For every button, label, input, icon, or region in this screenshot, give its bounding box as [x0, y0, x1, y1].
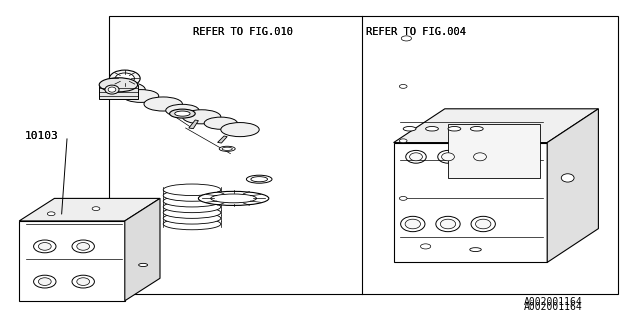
- Ellipse shape: [438, 150, 458, 163]
- Ellipse shape: [163, 196, 221, 207]
- Ellipse shape: [170, 109, 195, 118]
- Polygon shape: [394, 143, 547, 262]
- Ellipse shape: [470, 248, 481, 252]
- Polygon shape: [125, 198, 160, 301]
- Ellipse shape: [442, 153, 454, 161]
- Ellipse shape: [104, 82, 145, 97]
- Ellipse shape: [99, 78, 138, 92]
- Ellipse shape: [471, 216, 495, 232]
- Ellipse shape: [470, 126, 483, 131]
- Circle shape: [420, 244, 431, 249]
- Ellipse shape: [109, 70, 140, 87]
- Polygon shape: [189, 120, 198, 129]
- Ellipse shape: [38, 278, 51, 285]
- Circle shape: [92, 207, 100, 211]
- Polygon shape: [99, 85, 138, 99]
- Polygon shape: [19, 198, 160, 221]
- Circle shape: [399, 196, 407, 200]
- Bar: [109, 16, 618, 294]
- Ellipse shape: [72, 275, 95, 288]
- Text: REFER TO FIG.004: REFER TO FIG.004: [366, 27, 466, 37]
- Ellipse shape: [219, 146, 236, 151]
- Ellipse shape: [222, 147, 232, 150]
- Circle shape: [399, 84, 407, 88]
- Ellipse shape: [476, 219, 491, 229]
- Polygon shape: [448, 124, 540, 178]
- Ellipse shape: [139, 263, 148, 267]
- Ellipse shape: [163, 184, 221, 196]
- Ellipse shape: [175, 111, 190, 116]
- Ellipse shape: [38, 243, 51, 250]
- Text: REFER TO FIG.004: REFER TO FIG.004: [366, 27, 466, 37]
- Ellipse shape: [115, 73, 134, 84]
- Polygon shape: [19, 221, 125, 301]
- Ellipse shape: [72, 240, 95, 253]
- Ellipse shape: [34, 240, 56, 253]
- Polygon shape: [547, 109, 598, 262]
- Text: 10103: 10103: [25, 131, 58, 141]
- Ellipse shape: [405, 219, 420, 229]
- Text: 10103: 10103: [25, 131, 58, 141]
- Ellipse shape: [426, 126, 438, 131]
- Ellipse shape: [410, 153, 422, 161]
- Ellipse shape: [105, 85, 119, 94]
- Text: A002001164: A002001164: [524, 302, 582, 312]
- Ellipse shape: [440, 219, 456, 229]
- Ellipse shape: [163, 190, 221, 201]
- Ellipse shape: [166, 104, 199, 116]
- Ellipse shape: [108, 87, 116, 92]
- Polygon shape: [394, 109, 598, 143]
- Ellipse shape: [221, 123, 259, 137]
- Ellipse shape: [163, 207, 221, 218]
- Ellipse shape: [211, 194, 257, 203]
- Ellipse shape: [474, 153, 486, 161]
- Ellipse shape: [448, 126, 461, 131]
- Ellipse shape: [77, 278, 90, 285]
- Ellipse shape: [406, 150, 426, 163]
- Ellipse shape: [144, 97, 182, 111]
- Ellipse shape: [204, 117, 237, 129]
- Ellipse shape: [246, 175, 272, 183]
- Ellipse shape: [182, 110, 221, 124]
- Circle shape: [399, 139, 407, 143]
- Ellipse shape: [123, 90, 159, 102]
- Ellipse shape: [77, 243, 90, 250]
- Ellipse shape: [163, 212, 221, 224]
- Polygon shape: [218, 136, 227, 143]
- Text: A002001164: A002001164: [524, 297, 582, 307]
- Ellipse shape: [470, 150, 490, 163]
- Ellipse shape: [401, 216, 425, 232]
- Circle shape: [401, 36, 412, 41]
- Text: REFER TO FIG.010: REFER TO FIG.010: [193, 27, 293, 37]
- Text: REFER TO FIG.010: REFER TO FIG.010: [193, 27, 293, 37]
- Ellipse shape: [34, 275, 56, 288]
- Ellipse shape: [561, 174, 574, 182]
- Ellipse shape: [403, 126, 416, 131]
- Ellipse shape: [251, 177, 268, 182]
- Ellipse shape: [163, 201, 221, 213]
- Ellipse shape: [163, 218, 221, 230]
- Circle shape: [47, 212, 55, 216]
- Ellipse shape: [198, 191, 269, 205]
- Ellipse shape: [436, 216, 460, 232]
